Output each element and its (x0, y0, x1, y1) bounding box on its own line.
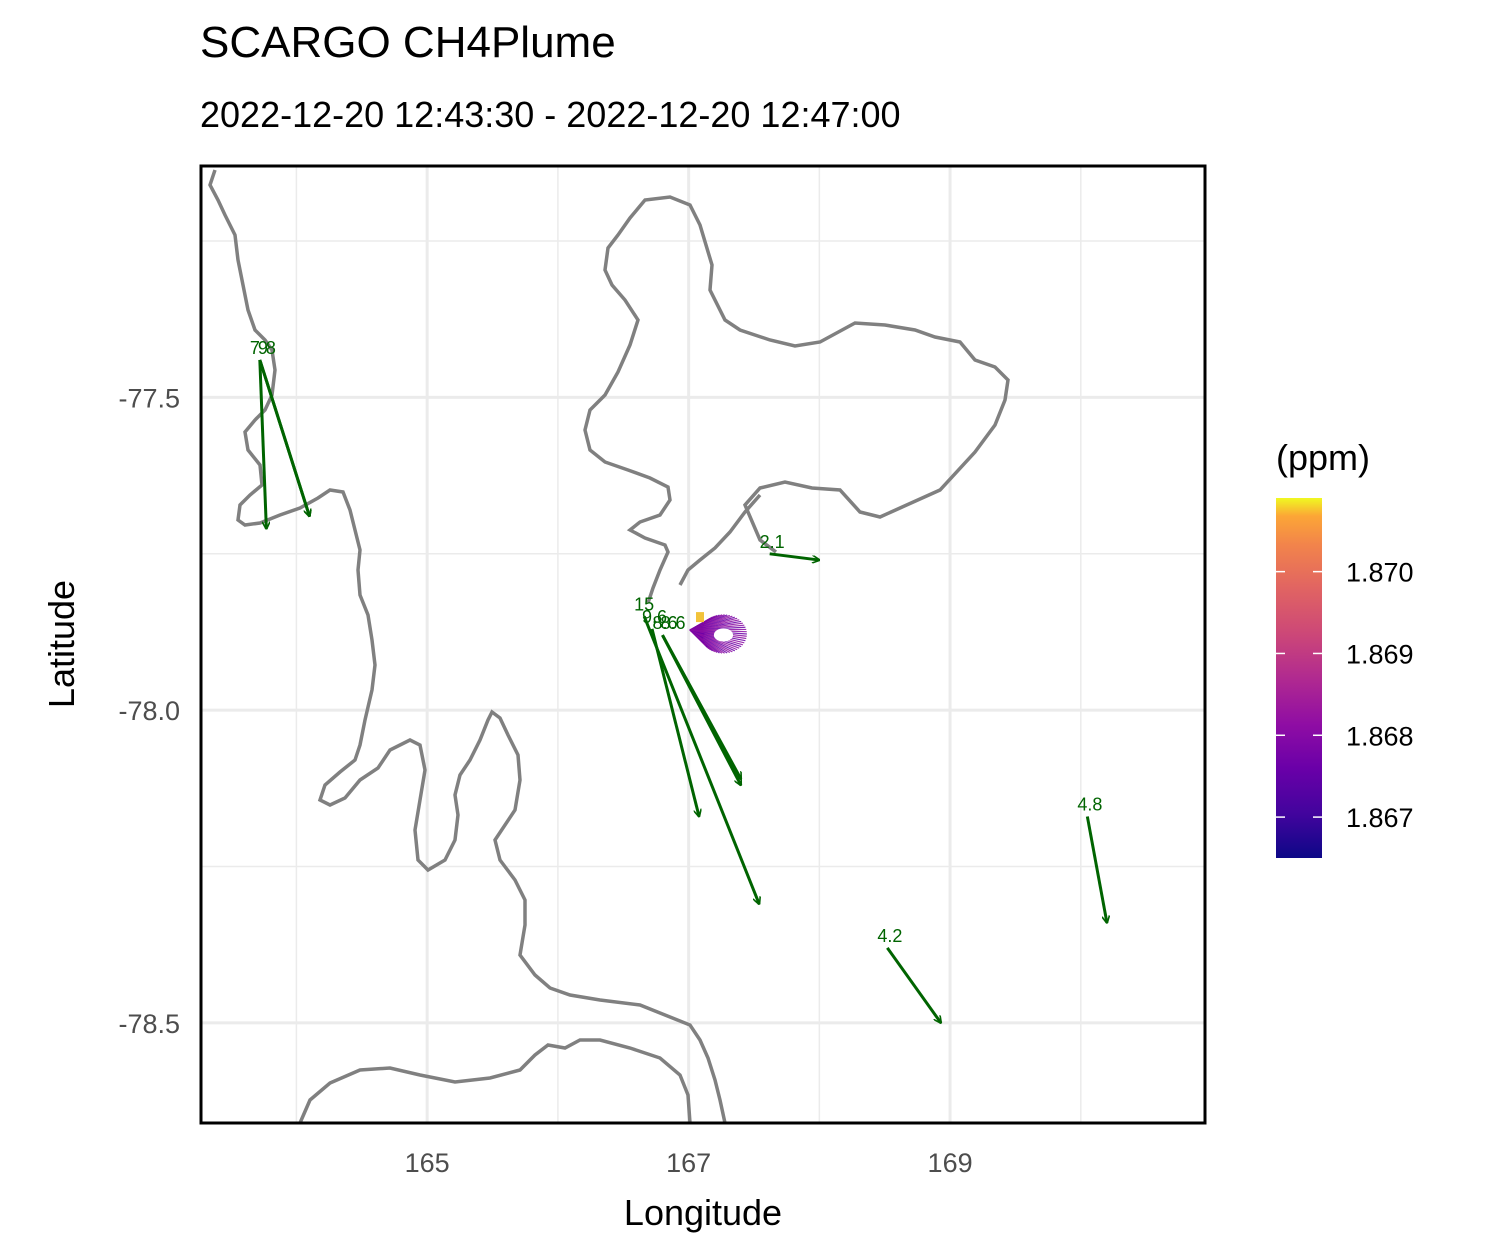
wind-arrow (258, 359, 267, 529)
plume-peak (696, 612, 705, 623)
panel-border (199, 164, 1207, 1125)
y-axis-ticks: -77.5 -78.0 -78.5 (118, 383, 180, 1038)
wind-speed-label: 2.1 (760, 532, 785, 552)
colorbar-ticks: 1.867 1.868 1.869 1.870 (1276, 558, 1414, 833)
wind-arrow (642, 615, 759, 904)
wind-speed-label: 15 (634, 594, 654, 614)
y-tick-label: -78.0 (118, 696, 180, 726)
wind-speed-label: 4.8 (1077, 795, 1102, 815)
colorbar-tick-label: 1.868 (1346, 721, 1414, 751)
wind-arrow (258, 359, 310, 516)
wind-speed-label: 7 (250, 338, 260, 358)
x-axis-title: Longitude (624, 1192, 782, 1233)
coastline-layer (208, 169, 1010, 1123)
coastline-channel-east (678, 493, 762, 586)
wind-speed-label: 8 (266, 338, 276, 358)
coastline-west-mainland (208, 169, 727, 1123)
colorbar-tick-label: 1.870 (1346, 558, 1414, 588)
y-axis-title: Latitude (41, 580, 82, 708)
wind-speed-label: 9 (258, 338, 268, 358)
y-tick-label: -78.5 (118, 1009, 180, 1039)
wind-arrow (1085, 816, 1107, 923)
wind-speed-label: 4.2 (877, 926, 902, 946)
colorbar (1276, 498, 1322, 858)
wind-speed-label: 8.6 (652, 613, 677, 633)
colorbar-tick-label: 1.869 (1346, 639, 1414, 669)
ch4-plume (689, 612, 747, 654)
panel-background (201, 166, 1205, 1123)
x-axis-ticks: 165 167 169 (405, 1148, 973, 1178)
grid-lines (201, 166, 1205, 1123)
colorbar-tick-label: 1.867 (1346, 803, 1414, 833)
coastline-ross-island (583, 195, 1010, 604)
x-tick-label: 169 (928, 1148, 973, 1178)
legend-title: (ppm) (1276, 437, 1370, 478)
plume-core (713, 628, 734, 642)
wind-vectors: 798 2.1 159.68.68.6 4.8 4.2 (250, 338, 1107, 1023)
map-subtitle: 2022-12-20 12:43:30 - 2022-12-20 12:47:0… (200, 94, 901, 135)
colorbar-legend: (ppm) 1.867 1.868 1.869 1.870 (1276, 437, 1414, 858)
wind-arrow (661, 634, 743, 785)
wind-arrow (769, 552, 820, 560)
y-tick-label: -77.5 (118, 383, 180, 413)
map-title: SCARGO CH4Plume (200, 18, 616, 67)
x-tick-label: 167 (666, 1148, 711, 1178)
wind-speed-label: 9.6 (642, 607, 667, 627)
wind-arrow (650, 628, 699, 817)
x-tick-label: 165 (405, 1148, 450, 1178)
wind-speed-label: 8.6 (660, 613, 685, 633)
wind-arrow (886, 946, 941, 1023)
coastline-south-shelf (298, 1038, 692, 1123)
